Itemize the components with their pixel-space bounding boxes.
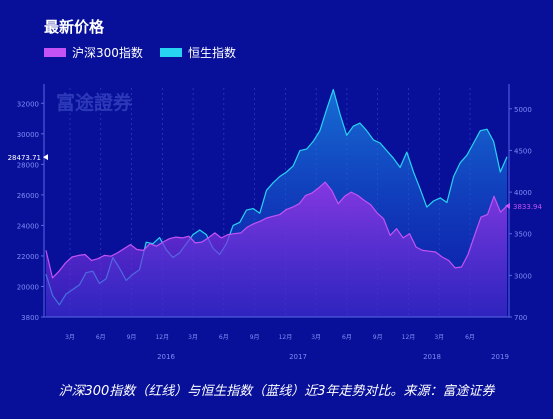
- left-tick-label-7: 3800: [21, 314, 39, 322]
- year-label-1: 2017: [289, 353, 307, 361]
- x-tick-label-0: 3月: [65, 334, 75, 341]
- right-tick-label-3: 3500: [514, 231, 532, 239]
- hsi-marker-arrow: [43, 154, 48, 161]
- left-tick-label-2: 28000: [17, 161, 39, 169]
- year-label-3: 2019: [491, 353, 509, 361]
- tick-labels: 32000 30000 28000 26000 24000 22000 20000 3800 5…: [17, 100, 532, 361]
- hsi-marker-label: 28473.71: [8, 154, 41, 162]
- right-tick-label-5: 700: [514, 314, 527, 322]
- x-tick-label-1: 6月: [96, 334, 106, 341]
- left-tick-label-4: 24000: [17, 222, 39, 230]
- x-tick-label-7: 12月: [279, 334, 293, 341]
- left-tick-label-1: 30000: [17, 131, 39, 139]
- x-tick-label-4: 3月: [188, 334, 198, 341]
- year-label-0: 2016: [157, 353, 175, 361]
- legend-label-csi: 沪深300指数: [72, 45, 143, 60]
- value-markers: 28473.71 3833.94: [8, 154, 542, 211]
- x-tick-label-12: 3月: [434, 334, 444, 341]
- axes: [41, 84, 512, 318]
- left-tick-label-6: 20000: [17, 283, 39, 291]
- x-tick-label-6: 9月: [250, 334, 260, 341]
- left-tick-label-5: 22000: [17, 253, 39, 261]
- line-csi: [45, 181, 508, 279]
- legend-label-hsi: 恒生指数: [188, 45, 236, 60]
- right-tick-label-0: 5000: [514, 106, 532, 114]
- chart-title: 最新价格: [44, 18, 105, 36]
- left-tick-label-0: 32000: [17, 100, 39, 108]
- legend-swatch-csi: [44, 48, 66, 57]
- area-csi: [46, 182, 507, 317]
- x-tick-label-8: 3月: [311, 334, 321, 341]
- x-tick-label-9: 6月: [342, 334, 352, 341]
- legend-swatch-hsi: [160, 48, 182, 57]
- x-tick-label-2: 9月: [127, 334, 137, 341]
- right-tick-label-2: 4000: [514, 189, 532, 197]
- plot-area: [45, 88, 508, 317]
- watermark: 富途證券: [56, 91, 133, 114]
- x-tick-label-11: 12月: [402, 334, 416, 341]
- right-tick-label-1: 4500: [514, 147, 532, 155]
- right-tick-label-4: 3000: [514, 272, 532, 280]
- x-tick-label-10: 9月: [373, 334, 383, 341]
- x-tick-label-5: 6月: [219, 334, 229, 341]
- x-tick-label-3: 12月: [155, 334, 169, 341]
- csi-marker-arrow: [505, 202, 510, 209]
- csi-marker-label: 3833.94: [513, 203, 542, 211]
- year-label-2: 2018: [423, 353, 441, 361]
- x-tick-label-13: 6月: [465, 334, 475, 341]
- left-tick-label-3: 26000: [17, 192, 39, 200]
- chart-caption: 沪深300指数（红线）与恒生指数（蓝线）近3年走势对比。来源：富途证券: [58, 384, 495, 399]
